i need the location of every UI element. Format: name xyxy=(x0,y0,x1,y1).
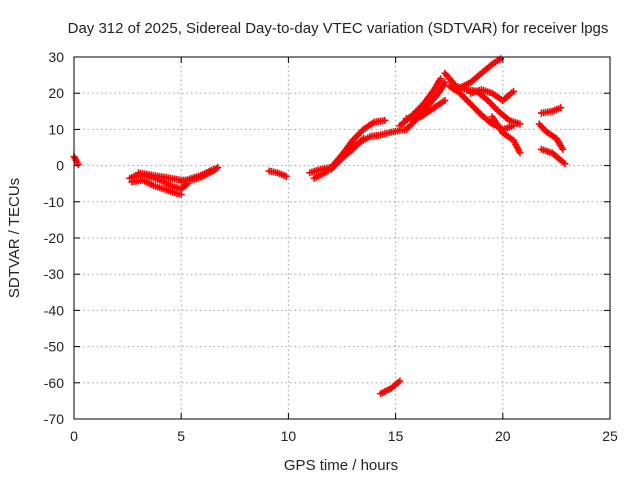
data-point xyxy=(441,78,449,86)
data-point xyxy=(441,96,449,104)
chart-title: Day 312 of 2025, Sidereal Day-to-day VTE… xyxy=(68,20,609,37)
x-tick-label: 10 xyxy=(281,428,297,444)
x-tick-label: 25 xyxy=(602,428,618,444)
y-tick-label: 0 xyxy=(56,158,64,174)
data-point xyxy=(74,161,82,169)
y-tick-label: -40 xyxy=(44,302,64,318)
data-point xyxy=(209,165,217,173)
data-point xyxy=(381,116,389,124)
y-tick-label: -60 xyxy=(44,375,64,391)
y-axis-label: SDTVAR / TECUs xyxy=(6,178,23,298)
data-layer xyxy=(70,55,569,398)
data-point xyxy=(561,160,569,168)
y-tick-label: 20 xyxy=(48,85,64,101)
data-point xyxy=(510,122,518,130)
x-tick-label: 20 xyxy=(495,428,511,444)
data-point xyxy=(214,163,222,171)
data-point xyxy=(359,134,367,142)
y-tick-label: -20 xyxy=(44,230,64,246)
x-axis-label: GPS time / hours xyxy=(284,457,398,474)
x-tick-label: 15 xyxy=(388,428,404,444)
x-tick-label: 0 xyxy=(70,428,78,444)
data-point xyxy=(437,75,445,83)
data-point xyxy=(282,172,290,180)
data-point xyxy=(559,145,567,153)
grid-layer xyxy=(74,57,610,419)
data-point xyxy=(516,120,524,128)
y-tick-label: -30 xyxy=(44,266,64,282)
y-tick-label: 10 xyxy=(48,121,64,137)
tick-layer: 0 5 10 15 20 25 30 20 10 0 -10 -20 -30 -40 -50 -60 -70 xyxy=(44,49,618,444)
y-tick-label: 30 xyxy=(48,49,64,65)
data-point xyxy=(177,191,185,199)
y-tick-label: -70 xyxy=(44,411,64,427)
data-point xyxy=(557,104,565,112)
y-tick-label: -10 xyxy=(44,194,64,210)
y-tick-label: -50 xyxy=(44,339,64,355)
data-point xyxy=(396,377,404,385)
x-tick-label: 5 xyxy=(177,428,185,444)
data-point xyxy=(516,149,524,157)
data-point xyxy=(510,87,518,95)
